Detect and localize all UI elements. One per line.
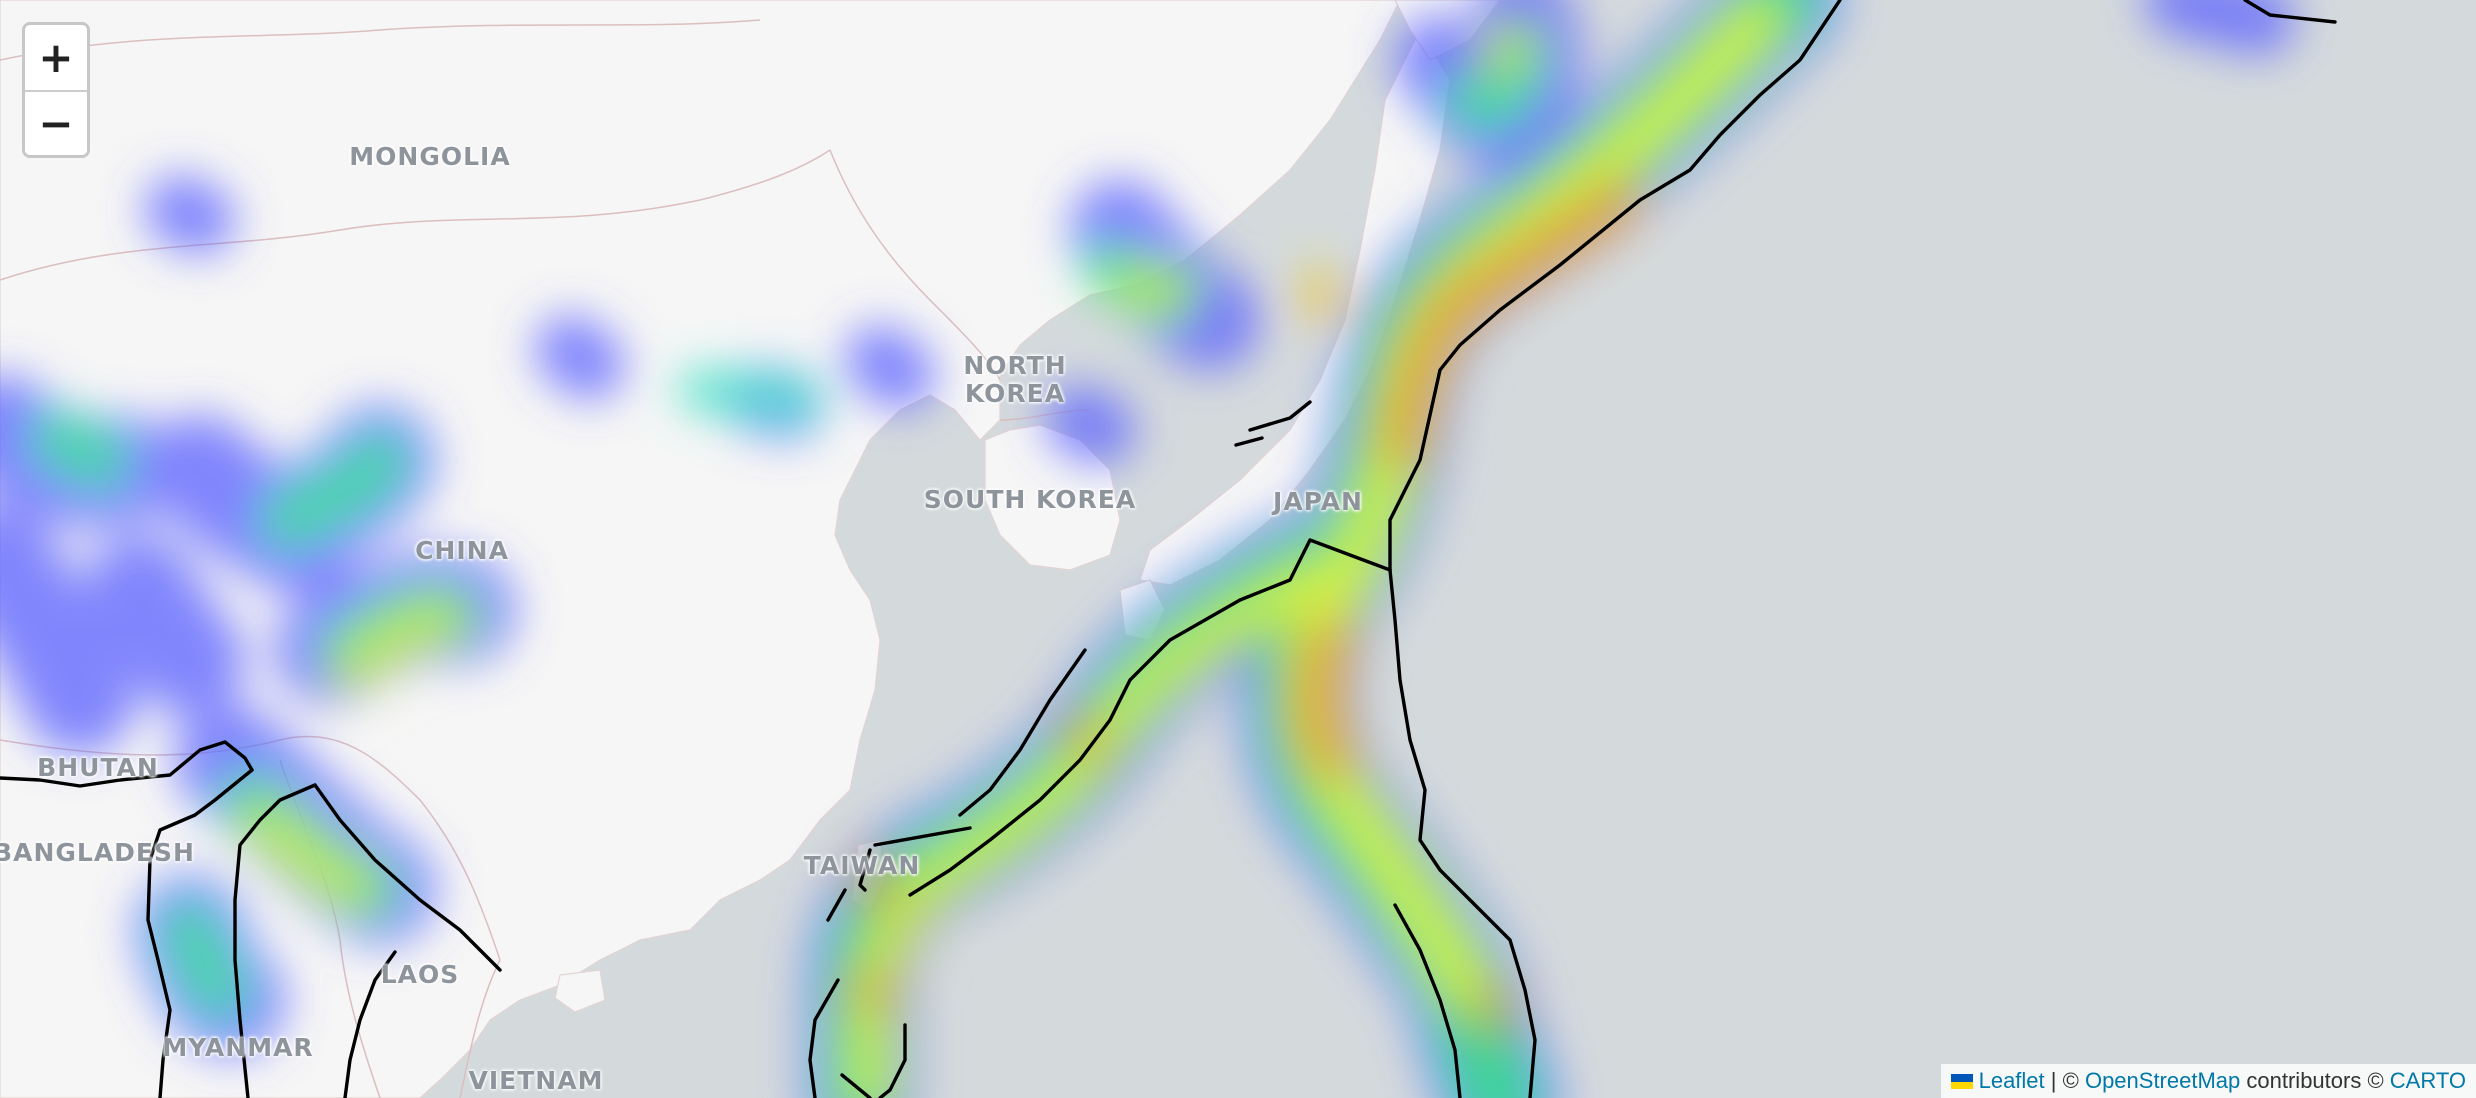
attribution-contributors: contributors © <box>2246 1068 2383 1093</box>
hainan <box>555 970 605 1012</box>
country-label-vietnam: VIETNAM <box>469 1067 604 1095</box>
country-label-taiwan: TAIWAN <box>804 852 921 880</box>
leaflet-link[interactable]: Leaflet <box>1979 1068 2045 1093</box>
zoom-control: + − <box>22 22 90 158</box>
country-label-bhutan: BHUTAN <box>37 754 159 782</box>
country-label-china: CHINA <box>415 537 509 565</box>
country-label-bangladesh: BANGLADESH <box>0 839 195 867</box>
carto-link[interactable]: CARTO <box>2390 1068 2466 1093</box>
attribution-separator: | © <box>2051 1068 2079 1093</box>
country-label-japan: JAPAN <box>1273 488 1363 516</box>
country-label-south-korea: SOUTH KOREA <box>924 486 1136 514</box>
osm-link[interactable]: OpenStreetMap <box>2085 1068 2240 1093</box>
zoom-out-button[interactable]: − <box>25 90 87 155</box>
zoom-in-button[interactable]: + <box>25 25 87 90</box>
country-label-north-korea: NORTH KOREA <box>963 352 1066 408</box>
attribution-bar: Leaflet | © OpenStreetMap contributors ©… <box>1941 1064 2476 1098</box>
country-label-mongolia: MONGOLIA <box>349 143 510 171</box>
ukraine-flag-icon <box>1951 1074 1973 1089</box>
country-label-myanmar: MYANMAR <box>162 1034 313 1062</box>
country-label-laos: LAOS <box>381 961 460 989</box>
